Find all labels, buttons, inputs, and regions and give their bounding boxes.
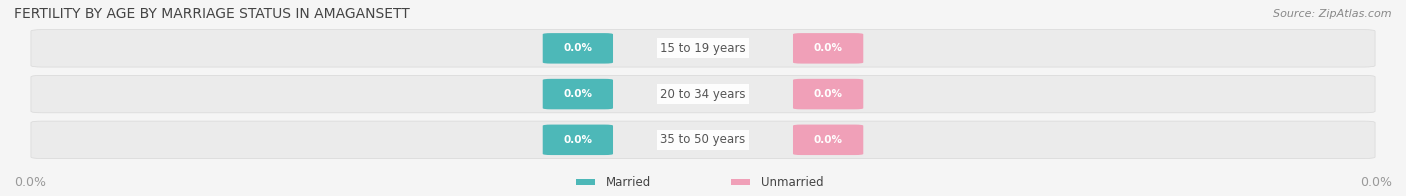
Text: 0.0%: 0.0% [564,135,592,145]
FancyBboxPatch shape [576,180,595,185]
FancyBboxPatch shape [543,79,613,109]
FancyBboxPatch shape [31,75,1375,113]
Text: Married: Married [606,176,651,189]
Text: 35 to 50 years: 35 to 50 years [661,133,745,146]
FancyBboxPatch shape [731,180,749,185]
FancyBboxPatch shape [543,125,613,155]
FancyBboxPatch shape [793,79,863,109]
Text: 0.0%: 0.0% [1360,176,1392,189]
FancyBboxPatch shape [31,30,1375,67]
Text: 0.0%: 0.0% [564,89,592,99]
Text: Source: ZipAtlas.com: Source: ZipAtlas.com [1274,9,1392,19]
Text: 0.0%: 0.0% [814,135,842,145]
FancyBboxPatch shape [31,121,1375,159]
Text: 15 to 19 years: 15 to 19 years [661,42,745,55]
FancyBboxPatch shape [793,33,863,64]
Text: 20 to 34 years: 20 to 34 years [661,88,745,101]
FancyBboxPatch shape [543,33,613,64]
Text: FERTILITY BY AGE BY MARRIAGE STATUS IN AMAGANSETT: FERTILITY BY AGE BY MARRIAGE STATUS IN A… [14,7,409,21]
Text: Unmarried: Unmarried [761,176,824,189]
Text: 0.0%: 0.0% [14,176,46,189]
Text: 0.0%: 0.0% [564,43,592,53]
Text: 0.0%: 0.0% [814,43,842,53]
Text: 0.0%: 0.0% [814,89,842,99]
FancyBboxPatch shape [793,125,863,155]
